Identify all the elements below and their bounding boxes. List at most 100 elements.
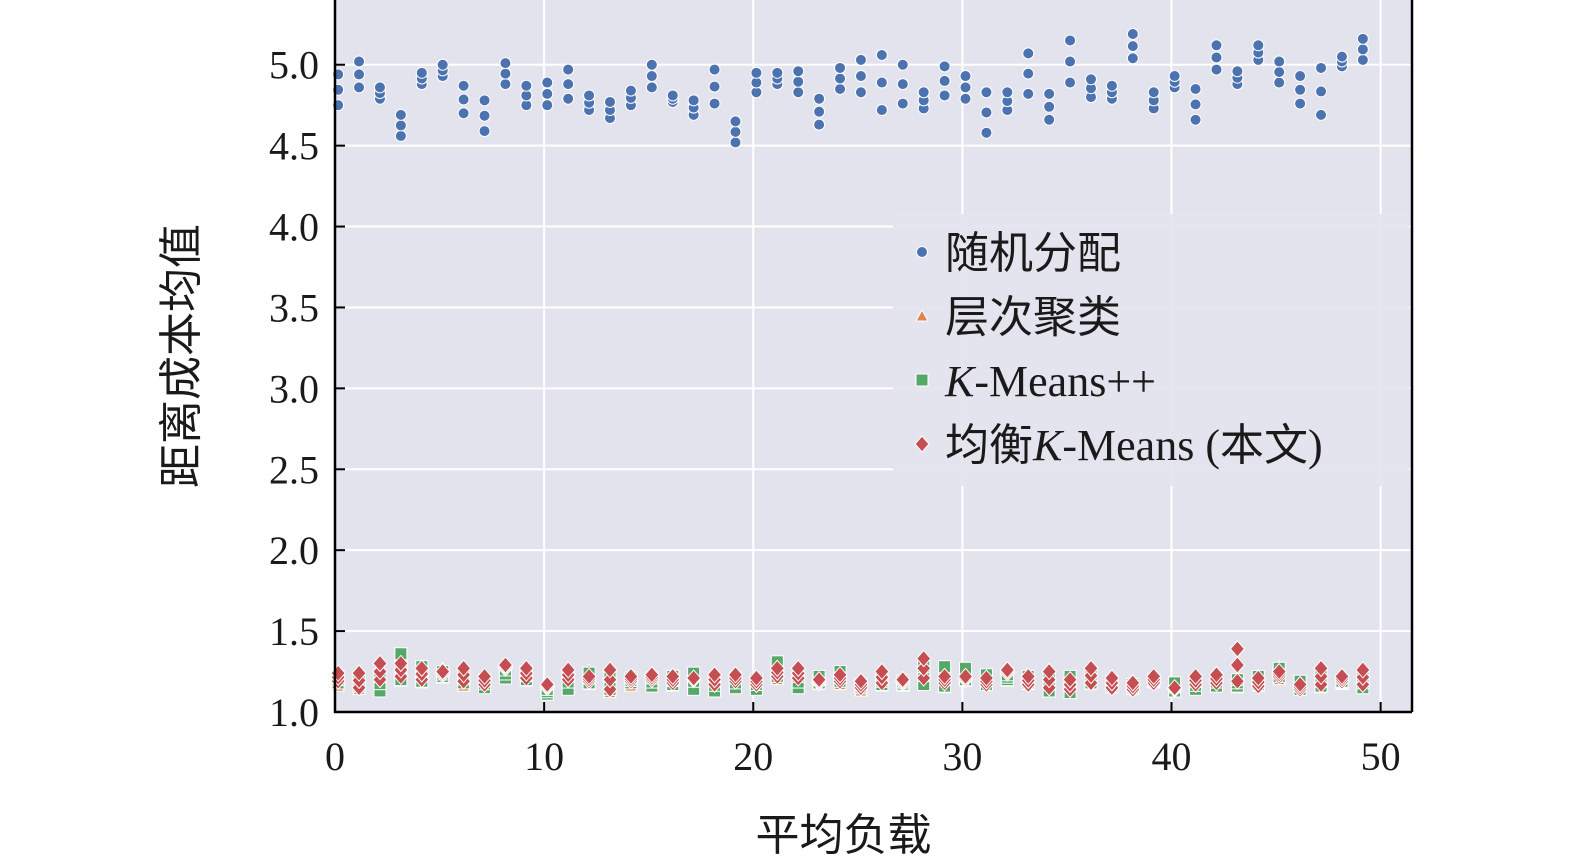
data-point <box>1020 667 1036 686</box>
data-point <box>436 58 449 71</box>
data-point <box>1126 40 1139 53</box>
data-point <box>1231 65 1244 78</box>
data-point <box>1126 27 1139 40</box>
data-point <box>1187 667 1204 686</box>
data-point <box>959 81 972 94</box>
data-point <box>1273 76 1286 89</box>
data-point <box>1043 87 1056 100</box>
data-point <box>394 119 407 132</box>
x-axis-label: 平均负载 <box>756 811 932 860</box>
data-point <box>455 659 472 678</box>
data-point <box>978 669 995 687</box>
legend-marker-circle <box>916 246 928 258</box>
legend-label: K-Means++ <box>944 357 1156 406</box>
data-point <box>769 659 785 678</box>
data-point <box>1250 669 1266 687</box>
data-point <box>562 78 575 91</box>
data-point <box>917 86 930 99</box>
data-point <box>1022 67 1035 80</box>
data-point <box>353 68 366 81</box>
data-point <box>813 92 826 105</box>
data-point <box>541 76 554 89</box>
legend-marker-diamond <box>914 435 930 453</box>
data-point <box>853 672 869 691</box>
x-tick-label: 10 <box>524 734 564 779</box>
legend-marker-triangle <box>915 308 929 322</box>
data-point <box>541 99 554 112</box>
data-point <box>811 670 827 689</box>
data-point <box>980 106 993 119</box>
data-point <box>1022 87 1035 100</box>
data-point <box>665 667 681 686</box>
x-axis-ticks: 0 10 20 30 40 50 <box>325 702 1401 779</box>
data-point <box>353 55 366 68</box>
data-point <box>1105 79 1118 92</box>
data-point <box>414 659 430 678</box>
data-point <box>771 66 784 79</box>
data-point <box>1229 656 1246 674</box>
data-point <box>687 94 700 107</box>
data-point <box>373 81 386 94</box>
data-point <box>353 81 366 94</box>
data-point <box>602 661 618 679</box>
data-point <box>1064 55 1077 68</box>
data-point <box>1146 667 1162 686</box>
data-point <box>813 118 826 131</box>
data-point <box>1168 70 1181 83</box>
legend-label: 随机分配 <box>945 229 1121 278</box>
data-point <box>1043 113 1056 126</box>
data-point <box>980 126 993 139</box>
data-point <box>478 109 491 122</box>
data-point <box>748 669 765 687</box>
data-point <box>1210 39 1223 52</box>
data-point <box>1334 667 1350 686</box>
data-point <box>1335 50 1348 63</box>
data-point <box>832 666 848 684</box>
data-point <box>896 78 909 91</box>
data-point <box>936 667 953 686</box>
series-circle <box>332 27 1369 149</box>
legend-item: 均衡K-Means (本文) <box>914 421 1323 470</box>
data-point <box>834 72 847 85</box>
data-point <box>959 70 972 83</box>
data-point <box>1315 108 1328 121</box>
data-point <box>685 669 702 687</box>
legend-item: K-Means++ <box>915 357 1156 406</box>
data-point <box>790 659 806 678</box>
data-point <box>896 58 909 71</box>
data-point <box>708 80 721 93</box>
data-point <box>499 78 512 91</box>
x-tick-label: 20 <box>733 734 773 779</box>
data-point <box>1147 86 1160 99</box>
data-point <box>520 79 533 92</box>
legend-marker-square <box>915 373 929 387</box>
data-point <box>644 666 660 684</box>
data-point <box>729 115 742 128</box>
data-point <box>1166 678 1183 697</box>
data-point <box>372 654 388 673</box>
y-tick-label: 1.5 <box>269 609 319 654</box>
data-point <box>1210 63 1223 76</box>
data-point <box>959 92 972 105</box>
data-point <box>602 680 618 699</box>
data-point <box>1210 51 1223 64</box>
data-point <box>624 84 637 97</box>
data-point <box>1252 39 1265 52</box>
data-point <box>497 656 514 674</box>
data-point <box>999 661 1016 679</box>
data-point <box>916 649 932 668</box>
data-point <box>1083 659 1099 678</box>
data-point <box>938 74 951 87</box>
data-point <box>708 97 721 110</box>
data-point <box>916 659 932 678</box>
data-point <box>1356 43 1369 56</box>
data-point <box>1315 61 1328 74</box>
data-point <box>895 670 911 689</box>
data-point <box>1125 674 1141 692</box>
legend-box <box>893 214 1409 486</box>
data-point <box>415 66 428 79</box>
y-tick-label: 4.0 <box>269 205 319 250</box>
data-point <box>1064 76 1077 89</box>
data-point <box>394 129 407 142</box>
